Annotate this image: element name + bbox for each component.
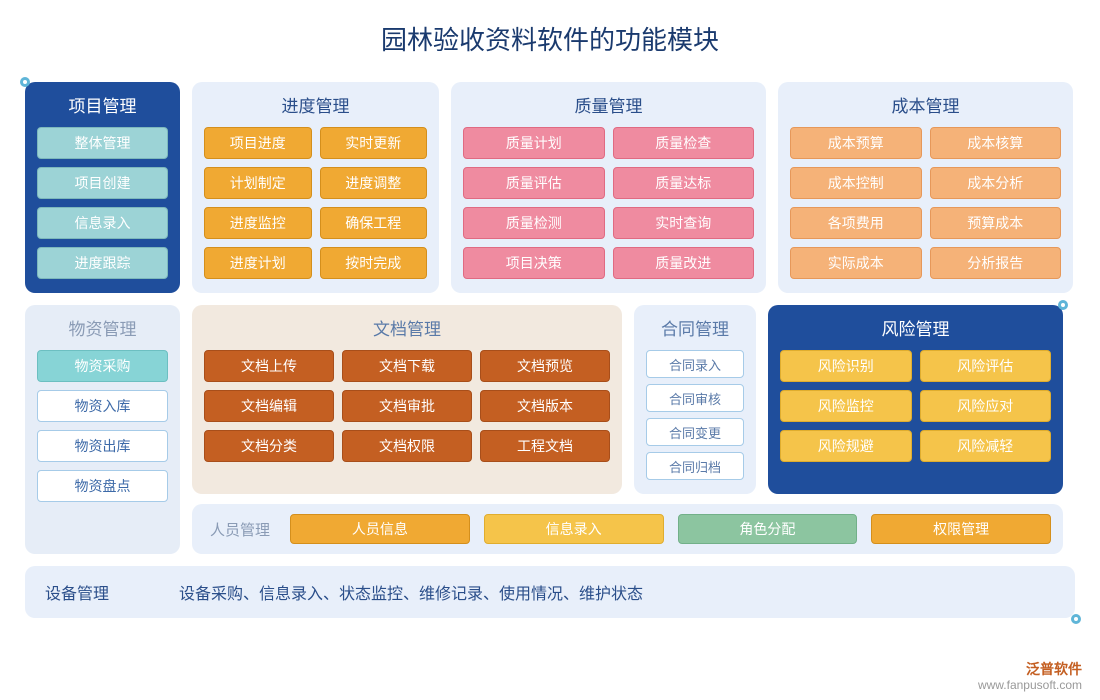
progress-item: 按时完成 — [320, 247, 428, 279]
module-quality: 质量管理 质量计划 质量检查 质量评估 质量达标 质量检测 实时查询 项目决策 … — [451, 82, 766, 293]
project-item: 信息录入 — [37, 207, 168, 239]
module-title-personnel: 人员管理 — [204, 519, 276, 540]
doc-item: 文档上传 — [204, 350, 334, 382]
contract-item: 合同归档 — [646, 452, 744, 480]
module-personnel: 人员管理 人员信息 信息录入 角色分配 权限管理 — [192, 504, 1063, 554]
risk-item: 风险应对 — [920, 390, 1052, 422]
progress-item: 确保工程 — [320, 207, 428, 239]
project-item: 整体管理 — [37, 127, 168, 159]
cost-item: 成本预算 — [790, 127, 922, 159]
progress-item: 项目进度 — [204, 127, 312, 159]
watermark-brand: 泛普软件 — [1026, 661, 1082, 677]
module-title-risk: 风险管理 — [780, 315, 1051, 340]
cost-item: 预算成本 — [930, 207, 1062, 239]
decorative-dot — [1058, 300, 1068, 310]
doc-item: 文档审批 — [342, 390, 472, 422]
doc-item: 文档权限 — [342, 430, 472, 462]
cost-item: 实际成本 — [790, 247, 922, 279]
project-item: 项目创建 — [37, 167, 168, 199]
contract-item: 合同审核 — [646, 384, 744, 412]
quality-item: 质量检查 — [613, 127, 755, 159]
doc-item: 文档下载 — [342, 350, 472, 382]
quality-item: 质量评估 — [463, 167, 605, 199]
module-progress: 进度管理 项目进度 实时更新 计划制定 进度调整 进度监控 确保工程 进度计划 … — [192, 82, 439, 293]
module-title-progress: 进度管理 — [204, 92, 427, 117]
row-2: 物资管理 物资采购 物资入库 物资出库 物资盘点 文档管理 文档上传 文档下载 … — [25, 305, 1075, 554]
material-item: 物资采购 — [37, 350, 168, 382]
doc-item: 文档预览 — [480, 350, 610, 382]
contract-item: 合同录入 — [646, 350, 744, 378]
watermark: 泛普软件 www.fanpusoft.com — [978, 660, 1082, 694]
module-title-material: 物资管理 — [37, 315, 168, 340]
project-item: 进度跟踪 — [37, 247, 168, 279]
cost-item: 各项费用 — [790, 207, 922, 239]
quality-item: 质量改进 — [613, 247, 755, 279]
progress-item: 进度计划 — [204, 247, 312, 279]
personnel-item: 信息录入 — [484, 514, 664, 544]
cost-item: 成本分析 — [930, 167, 1062, 199]
progress-item: 进度调整 — [320, 167, 428, 199]
module-equipment: 设备管理 设备采购、信息录入、状态监控、维修记录、使用情况、维护状态 — [25, 566, 1075, 618]
doc-item: 工程文档 — [480, 430, 610, 462]
module-title-doc: 文档管理 — [204, 315, 610, 340]
quality-item: 质量计划 — [463, 127, 605, 159]
quality-item: 质量检测 — [463, 207, 605, 239]
contract-item: 合同变更 — [646, 418, 744, 446]
module-title-equipment: 设备管理 — [45, 580, 109, 604]
module-title-cost: 成本管理 — [790, 92, 1061, 117]
doc-item: 文档版本 — [480, 390, 610, 422]
material-item: 物资入库 — [37, 390, 168, 422]
decorative-dot — [1071, 614, 1081, 624]
module-title-project: 项目管理 — [37, 92, 168, 117]
quality-item: 实时查询 — [613, 207, 755, 239]
decorative-dot — [20, 77, 30, 87]
page-title: 园林验收资料软件的功能模块 — [25, 20, 1075, 57]
risk-item: 风险识别 — [780, 350, 912, 382]
cost-item: 成本核算 — [930, 127, 1062, 159]
quality-item: 项目决策 — [463, 247, 605, 279]
risk-item: 风险减轻 — [920, 430, 1052, 462]
equipment-desc: 设备采购、信息录入、状态监控、维修记录、使用情况、维护状态 — [179, 580, 643, 604]
personnel-item: 权限管理 — [871, 514, 1051, 544]
quality-item: 质量达标 — [613, 167, 755, 199]
material-item: 物资出库 — [37, 430, 168, 462]
cost-item: 分析报告 — [930, 247, 1062, 279]
row-1: 项目管理 整体管理 项目创建 信息录入 进度跟踪 进度管理 项目进度 实时更新 … — [25, 82, 1075, 293]
material-item: 物资盘点 — [37, 470, 168, 502]
cost-item: 成本控制 — [790, 167, 922, 199]
progress-item: 进度监控 — [204, 207, 312, 239]
doc-item: 文档编辑 — [204, 390, 334, 422]
risk-item: 风险规避 — [780, 430, 912, 462]
risk-item: 风险监控 — [780, 390, 912, 422]
module-doc: 文档管理 文档上传 文档下载 文档预览 文档编辑 文档审批 文档版本 文档分类 … — [192, 305, 622, 494]
module-project: 项目管理 整体管理 项目创建 信息录入 进度跟踪 — [25, 82, 180, 293]
module-material: 物资管理 物资采购 物资入库 物资出库 物资盘点 — [25, 305, 180, 554]
module-title-quality: 质量管理 — [463, 92, 754, 117]
watermark-url: www.fanpusoft.com — [978, 678, 1082, 692]
doc-item: 文档分类 — [204, 430, 334, 462]
risk-item: 风险评估 — [920, 350, 1052, 382]
personnel-item: 人员信息 — [290, 514, 470, 544]
module-contract: 合同管理 合同录入 合同审核 合同变更 合同归档 — [634, 305, 756, 494]
progress-item: 实时更新 — [320, 127, 428, 159]
module-risk: 风险管理 风险识别 风险评估 风险监控 风险应对 风险规避 风险减轻 — [768, 305, 1063, 494]
personnel-item: 角色分配 — [678, 514, 858, 544]
module-cost: 成本管理 成本预算 成本核算 成本控制 成本分析 各项费用 预算成本 实际成本 … — [778, 82, 1073, 293]
progress-item: 计划制定 — [204, 167, 312, 199]
module-title-contract: 合同管理 — [646, 315, 744, 340]
